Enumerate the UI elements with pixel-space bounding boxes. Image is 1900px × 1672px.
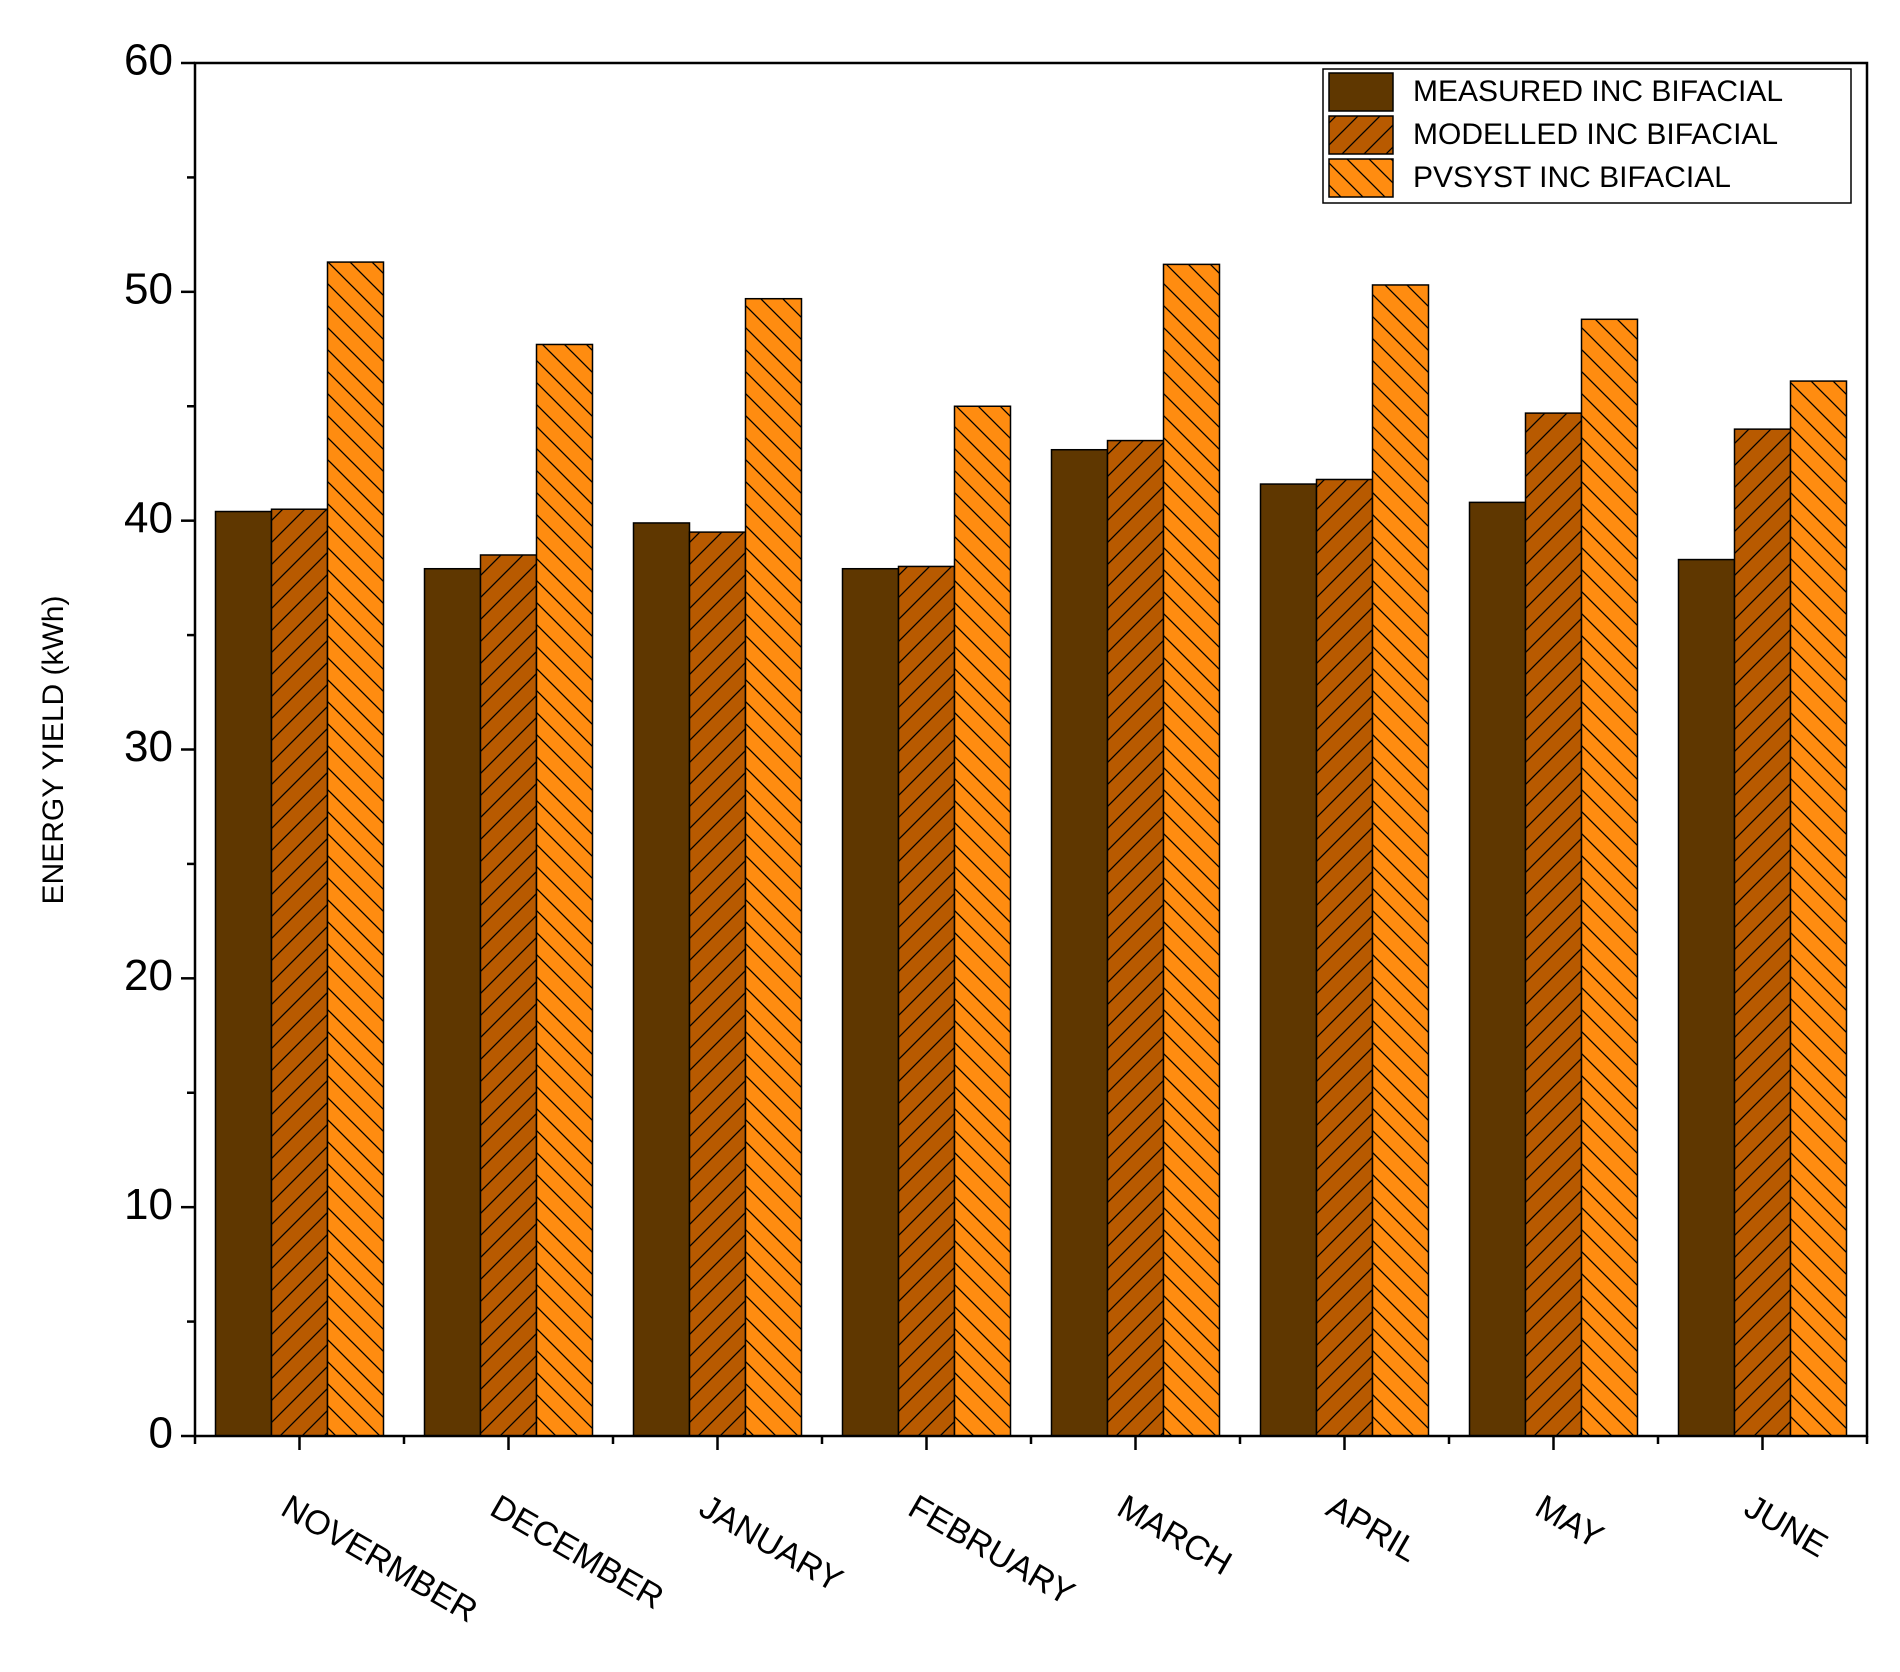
x-tick-label: JUNE [1738,1488,1834,1565]
x-tick-label: MAY [1529,1488,1610,1556]
bar [270,508,329,1437]
x-tick-label: MARCH [1111,1488,1238,1583]
bar [1789,380,1848,1437]
y-tick-label: 60 [124,36,173,85]
bar [1677,558,1736,1437]
y-tick-label: 10 [124,1180,173,1229]
bar [897,565,956,1437]
bar [953,405,1012,1437]
legend-swatch [1328,72,1394,112]
bar [1371,284,1430,1437]
legend-swatch [1328,115,1394,155]
bar [1580,318,1639,1437]
legend-swatch [1328,158,1394,198]
bar [632,522,691,1437]
y-tick-label: 40 [124,493,173,542]
bar [688,531,747,1437]
bar [1106,439,1165,1437]
x-tick-label: FEBRUARY [902,1488,1081,1613]
bar [535,343,594,1437]
y-tick-label: 20 [124,951,173,1000]
bar [1524,412,1583,1437]
legend-box [1322,68,1852,204]
bar [1468,501,1527,1437]
bar [1315,478,1374,1437]
bar [479,554,538,1437]
y-axis-title: ENERGY YIELD (kWh) [37,596,70,905]
legend-label: PVSYST INC BIFACIAL [1413,161,1731,194]
legend-label: MODELLED INC BIFACIAL [1413,118,1778,151]
bar [1259,483,1318,1437]
x-tick-label: NOVERMBER [275,1488,484,1630]
bar [423,567,482,1437]
bar [214,510,273,1437]
legend-label: MEASURED INC BIFACIAL [1413,75,1783,108]
y-tick-label: 50 [124,264,173,313]
y-tick-label: 30 [124,722,173,771]
bar [326,261,385,1437]
bar [841,567,900,1437]
x-tick-label: DECEMBER [484,1488,670,1617]
y-tick-label: 0 [149,1409,173,1458]
x-tick-label: JANUARY [693,1488,849,1600]
plot-frame [193,61,1869,1438]
bar [1733,428,1792,1437]
bar [744,297,803,1437]
bar [1162,263,1221,1437]
x-tick-label: APRIL [1320,1488,1424,1570]
bar [1050,448,1109,1437]
